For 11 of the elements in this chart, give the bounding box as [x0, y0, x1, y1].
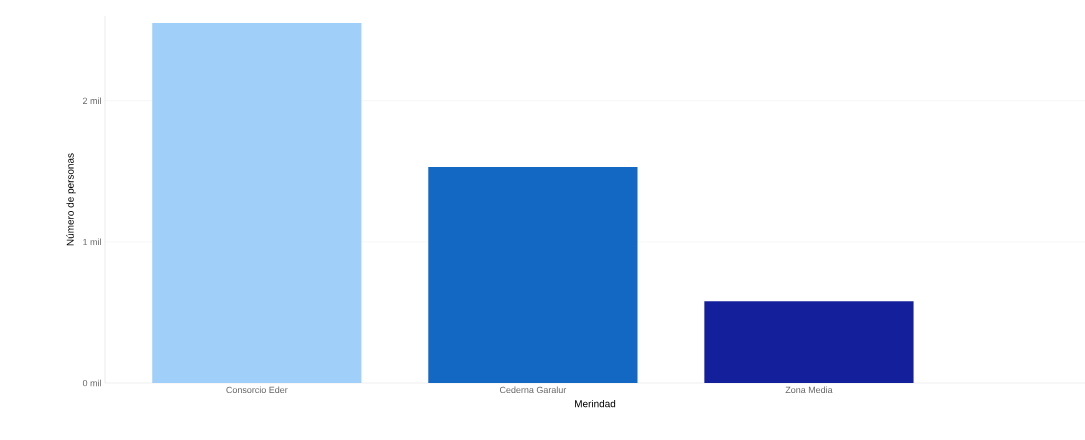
y-tick-label: 2 mil	[83, 97, 101, 104]
x-tick-label: Cederna Garalur	[499, 386, 567, 394]
y-axis-title: Número de personas	[66, 153, 76, 246]
y-tick-label: 0 mil	[82, 379, 101, 387]
x-tick-label: Zona Media	[785, 386, 833, 394]
x-tick-label: Consorcio Eder	[226, 386, 288, 394]
bar	[152, 23, 362, 383]
bar	[704, 301, 914, 383]
bar	[428, 167, 638, 383]
y-tick-label: 1 mil	[83, 238, 101, 246]
x-axis-title: Merindad	[575, 399, 616, 408]
